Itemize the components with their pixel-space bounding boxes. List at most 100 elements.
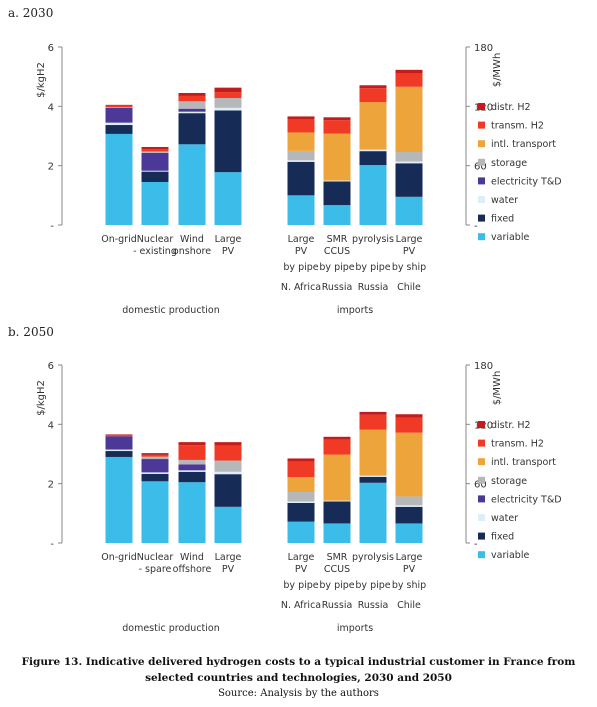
category-label: Large — [215, 552, 242, 563]
legend-swatch-electricity-t-d — [478, 495, 485, 503]
chart-2030: -246-60120180$/kgH2$/MWhOn-gridNuclear- … — [36, 43, 562, 316]
bar-segment-transm-h2 — [214, 92, 242, 99]
bar-segment-electricity-t-d — [141, 459, 169, 473]
bar-segment-distr-h2 — [395, 414, 423, 418]
chart-2050: -246-60120180$/kgH2$/MWhOn-gridNuclear- … — [36, 361, 562, 634]
bar-segment-distr-h2 — [359, 85, 387, 89]
bar-stack-7 — [395, 414, 423, 543]
category-label: by ship — [392, 262, 426, 273]
bar-segment-distr-h2 — [178, 442, 206, 446]
legend-swatch-electricity-t-d — [478, 177, 485, 185]
category-label: Large — [396, 234, 423, 245]
group-label-imports: imports — [337, 305, 373, 316]
category-label: - existing — [133, 246, 177, 257]
bar-segment-distr-h2 — [141, 146, 169, 150]
legend-label-variable: variable — [491, 232, 529, 243]
legend-label-transm-h2: transm. H2 — [491, 121, 544, 132]
bar-segment-water — [178, 470, 206, 472]
left-tick-label: - — [50, 221, 54, 232]
right-tick-label: 60 — [474, 162, 487, 173]
bar-segment-fixed — [214, 474, 242, 507]
bar-segment-fixed — [323, 181, 351, 206]
category-label: N. Africa — [281, 282, 321, 293]
bar-stack-7 — [395, 69, 423, 225]
left-tick-label: 6 — [48, 361, 54, 372]
right-tick-label: 180 — [474, 361, 493, 372]
bar-stack-5 — [323, 117, 351, 225]
bar-segment-transm-h2 — [395, 73, 423, 87]
bar-segment-water — [214, 107, 242, 111]
bar-segment-water — [359, 475, 387, 477]
bar-segment-storage — [141, 456, 169, 460]
bar-segment-distr-h2 — [359, 411, 387, 415]
bar-segment-variable — [141, 181, 169, 225]
bar-segment-transm-h2 — [178, 95, 206, 102]
right-tick-label: - — [474, 221, 478, 232]
bar-segment-distr-h2 — [214, 442, 242, 446]
category-label: by pipe — [283, 580, 318, 591]
bar-segment-distr-h2 — [323, 436, 351, 440]
bar-segment-distr-h2 — [287, 116, 315, 120]
left-tick-label: 2 — [48, 162, 54, 173]
legend-label-fixed: fixed — [491, 214, 514, 225]
bar-segment-water — [214, 471, 242, 475]
legend-swatch-water — [478, 196, 485, 203]
bar-segment-transm-h2 — [105, 105, 133, 108]
bar-segment-storage — [395, 152, 423, 162]
bar-segment-water — [323, 180, 351, 182]
bar-segment-electricity-t-d — [178, 108, 206, 112]
bar-segment-distr-h2 — [105, 434, 133, 436]
legend-label-transm-h2: transm. H2 — [491, 439, 544, 450]
legend-label-intl-transport: intl. transport — [491, 457, 556, 468]
bar-segment-transm-h2 — [395, 417, 423, 433]
legend-swatch-transm-h2 — [478, 121, 485, 129]
category-label: pyrolysis — [352, 234, 394, 245]
bar-segment-fixed — [287, 502, 315, 522]
legend-label-distr-h2: distr. H2 — [491, 420, 531, 431]
bar-segment-electricity-t-d — [178, 464, 206, 471]
bar-segment-storage — [395, 496, 423, 506]
legend-swatch-storage — [478, 476, 485, 484]
category-label: PV — [403, 564, 416, 575]
legend-swatch-fixed — [478, 214, 485, 222]
bar-segment-water — [287, 501, 315, 503]
legend-label-water: water — [491, 195, 518, 206]
category-label: Russia — [358, 600, 389, 611]
bar-stack-4 — [287, 458, 315, 543]
category-label: by pipe — [355, 262, 390, 273]
legend-label-electricity-t-d: electricity T&D — [491, 494, 562, 505]
legend-swatch-transm-h2 — [478, 439, 485, 447]
bar-segment-intl-transport — [359, 102, 387, 150]
bar-segment-water — [359, 149, 387, 152]
bar-stack-3 — [214, 442, 242, 543]
legend-label-fixed: fixed — [491, 532, 514, 543]
y-axis-title-left: $/kgH2 — [36, 380, 47, 416]
category-label: by pipe — [319, 580, 354, 591]
bar-segment-variable — [287, 195, 315, 225]
bar-segment-water — [178, 111, 206, 114]
bar-segment-fixed — [359, 151, 387, 166]
bar-segment-storage — [141, 151, 169, 153]
bar-stack-1 — [141, 146, 169, 225]
y-axis-title-right: $/MWh — [492, 53, 503, 88]
bar-stack-6 — [359, 85, 387, 225]
bar-segment-fixed — [105, 125, 133, 134]
bar-segment-intl-transport — [323, 454, 351, 501]
bar-segment-transm-h2 — [287, 461, 315, 478]
bar-segment-transm-h2 — [359, 414, 387, 430]
category-label: Large — [288, 234, 315, 245]
bar-segment-distr-h2 — [178, 92, 206, 96]
bar-stack-6 — [359, 411, 387, 543]
category-label: PV — [222, 246, 235, 257]
bar-segment-fixed — [395, 163, 423, 197]
bar-segment-storage — [214, 98, 242, 108]
category-label: Nuclear — [137, 552, 174, 563]
bar-segment-fixed — [214, 110, 242, 173]
bar-segment-fixed — [323, 501, 351, 524]
right-tick-label: 180 — [474, 43, 493, 54]
bar-segment-transm-h2 — [359, 88, 387, 103]
bar-segment-water — [141, 472, 169, 474]
category-label: Wind — [180, 234, 204, 245]
category-label: On-grid — [101, 552, 137, 563]
bar-segment-distr-h2 — [214, 87, 242, 93]
